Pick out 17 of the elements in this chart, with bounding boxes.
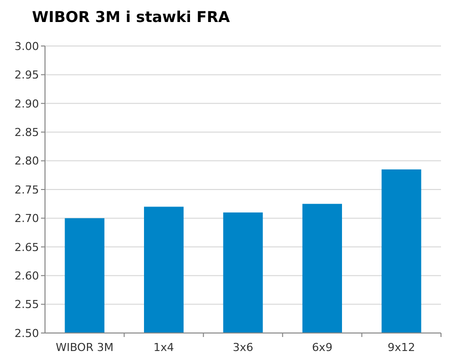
y-tick-label: 2.65: [14, 240, 39, 254]
y-tick-label: 2.85: [14, 126, 39, 139]
x-tick-label: 3x6: [232, 341, 254, 354]
x-tick-label: 9x12: [388, 341, 416, 354]
x-tick-label: 6x9: [312, 341, 332, 354]
x-tick-label: WIBOR 3M: [56, 341, 114, 354]
y-tick-label: 2.95: [14, 68, 39, 82]
y-tick-label: 2.90: [14, 97, 39, 110]
y-tick-label: 3.00: [14, 40, 39, 53]
y-tick-label: 2.80: [14, 154, 39, 168]
y-tick-label: 2.55: [14, 298, 39, 312]
chart-title: WIBOR 3M i stawki FRA: [32, 8, 230, 26]
y-tick-label: 2.60: [14, 269, 39, 282]
x-tick-label: 1x4: [154, 341, 174, 354]
y-tick-label: 2.70: [14, 212, 39, 226]
y-tick-label: 2.50: [14, 326, 39, 340]
y-tick-label: 2.75: [14, 183, 39, 196]
